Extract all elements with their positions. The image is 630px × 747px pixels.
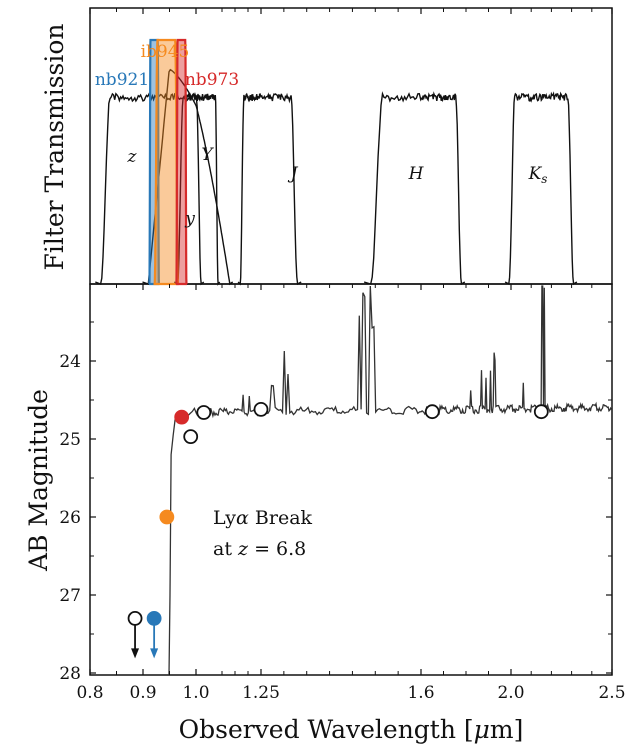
filter-curve-ib945 — [153, 38, 180, 286]
filter-curve-J — [237, 92, 302, 286]
x-tick-label: 0.9 — [129, 683, 156, 703]
upper-limit-arrow-head — [131, 648, 140, 659]
x-tick-label: 1.0 — [182, 683, 209, 703]
photometry-point — [253, 401, 269, 417]
filter-transmission-panel: z y Y J H Ks nb921 ib945 nb973 — [95, 38, 578, 286]
xlabel: Observed Wavelength [μm] — [179, 715, 524, 744]
x-tick-label: 1.6 — [407, 683, 434, 703]
filter-label-nb921: nb921 — [95, 70, 149, 90]
photometry-point — [183, 429, 199, 445]
photometry-point — [174, 409, 190, 425]
y-tick-label: 26 — [59, 508, 81, 528]
bottom-ylabel: AB Magnitude — [24, 389, 53, 572]
photometry-point — [424, 404, 440, 420]
filter-label-ib945: ib945 — [141, 42, 190, 62]
photometry-point — [146, 611, 162, 626]
y-tick-label: 28 — [59, 664, 81, 684]
y-tick-label: 25 — [59, 430, 81, 450]
spectrum-panel — [127, 285, 612, 676]
photometry-point — [533, 404, 549, 420]
y-tick-label: 27 — [59, 586, 81, 606]
y-tick-label: 24 — [59, 352, 81, 372]
lya-break-annotation-line1: Lyα Break — [213, 507, 313, 529]
filter-label-y: y — [184, 209, 195, 229]
filter-curve-Ks — [504, 91, 578, 286]
photometry-point — [127, 611, 143, 626]
filter-label-J: J — [288, 164, 299, 184]
filter-label-H: H — [408, 164, 425, 184]
filter-curve-Y — [173, 91, 221, 286]
filter-curve-nb973 — [175, 38, 188, 286]
x-tick-label: 2.5 — [598, 683, 625, 703]
photometry-point — [159, 509, 175, 525]
filter-label-Ks: Ks — [528, 164, 548, 186]
bottom-panel-frame — [89, 283, 613, 676]
x-tick-label: 0.8 — [76, 683, 103, 703]
x-tick-label: 1.25 — [242, 683, 280, 703]
photometry-point — [196, 405, 212, 420]
filter-curve-H — [363, 91, 466, 286]
spectrum-line — [168, 285, 612, 676]
top-ylabel: Filter Transmission — [40, 23, 69, 270]
upper-limit-arrow-head — [150, 648, 159, 659]
x-tick-label: 2.0 — [497, 683, 524, 703]
lya-break-annotation-line2: at z = 6.8 — [213, 538, 306, 560]
axes: 0.8 0.9 1.0 1.25 1.6 2.0 2.5 24 25 26 27 28 — [59, 8, 626, 703]
filter-label-Y: Y — [201, 145, 214, 165]
filter-label-z: z — [127, 147, 138, 167]
filter-curve-y — [142, 68, 234, 286]
filter-label-nb973: nb973 — [185, 70, 239, 90]
